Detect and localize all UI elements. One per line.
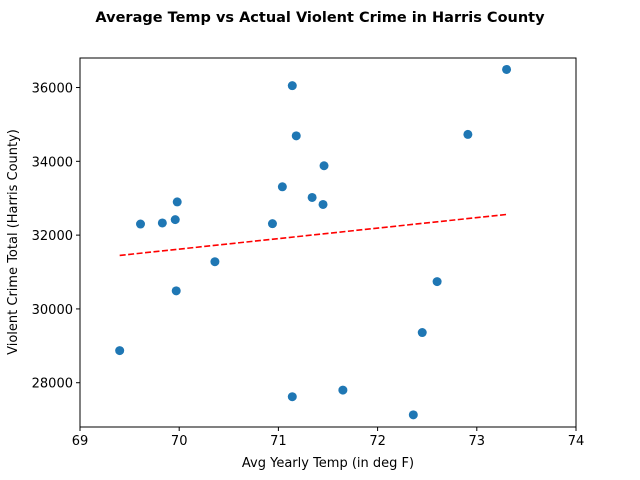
data-point: [277, 182, 287, 192]
plot-frame: [79, 57, 577, 428]
y-tick-label: 32000: [32, 229, 73, 244]
data-point: [319, 161, 329, 171]
data-point: [417, 328, 427, 338]
axis-ticks: 69 70 71 72 73 74 28000 30000 32000 34000 36000: [32, 82, 585, 449]
x-tick-label: 73: [469, 434, 486, 449]
data-point: [287, 81, 297, 91]
data-point: [157, 218, 167, 228]
x-tick-label: 74: [568, 434, 585, 449]
x-tick-label: 69: [72, 434, 89, 449]
y-tick-label: 28000: [32, 377, 73, 392]
x-axis-label: Avg Yearly Temp (in deg F): [242, 456, 414, 471]
x-tick-label: 72: [369, 434, 386, 449]
data-point: [463, 129, 473, 139]
data-point: [502, 64, 512, 74]
y-axis-label: Violent Crime Total (Harris County): [6, 129, 21, 355]
data-point: [172, 197, 182, 207]
y-tick-label: 30000: [32, 303, 73, 318]
data-point: [171, 286, 181, 296]
data-point: [170, 215, 180, 225]
trendline-group: [119, 213, 507, 257]
data-point: [267, 219, 277, 229]
data-point: [115, 346, 125, 356]
scatter-points: [115, 64, 512, 420]
x-tick-label: 71: [270, 434, 287, 449]
data-point: [307, 192, 317, 202]
chart-title: Average Temp vs Actual Violent Crime in …: [95, 10, 545, 26]
data-point: [338, 385, 348, 395]
data-point: [136, 219, 146, 229]
data-point: [318, 199, 328, 209]
y-tick-label: 36000: [32, 82, 73, 97]
data-point: [287, 392, 297, 402]
x-tick-label: 70: [171, 434, 188, 449]
data-point: [210, 257, 220, 267]
trendline: [119, 213, 507, 257]
data-point: [291, 131, 301, 141]
y-tick-label: 34000: [32, 155, 73, 170]
data-point: [432, 277, 442, 287]
data-point: [408, 410, 418, 420]
